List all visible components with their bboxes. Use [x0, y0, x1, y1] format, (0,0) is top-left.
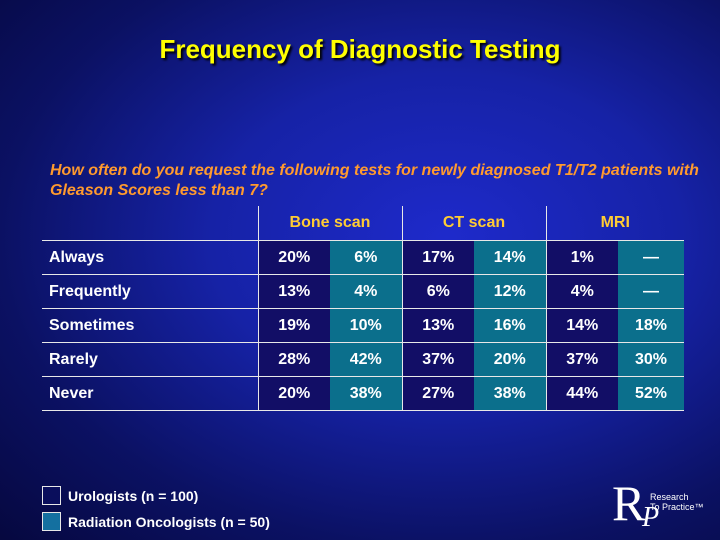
cell-urologists-bone: 13%	[257, 274, 330, 309]
cell-radiation-mri: 52%	[618, 376, 684, 411]
cell-urologists-ct: 17%	[401, 240, 474, 275]
cell-radiation-ct: 14%	[474, 240, 546, 275]
logo-text: Research To Practice™	[650, 492, 704, 512]
legend-radiation: Radiation Oncologists (n = 50)	[42, 512, 270, 531]
legend-urologists: Urologists (n = 100)	[42, 486, 198, 505]
header-bone-scan: Bone scan	[257, 206, 402, 241]
cell-urologists-mri: 37%	[545, 342, 618, 377]
row-label: Sometimes	[42, 308, 258, 343]
cell-radiation-mri: —	[618, 240, 684, 275]
cell-urologists-bone: 19%	[257, 308, 330, 343]
logo-text-line2: To Practice™	[650, 502, 704, 512]
cell-radiation-ct: 12%	[474, 274, 546, 309]
logo-letter-p: P	[642, 502, 660, 533]
cell-urologists-bone: 20%	[257, 376, 330, 411]
legend-label-urologists: Urologists (n = 100)	[68, 487, 199, 504]
legend-swatch-urologists	[42, 486, 61, 505]
cell-urologists-mri: 44%	[545, 376, 618, 411]
table-row: Always 20% 6% 17% 14% 1% —	[42, 240, 684, 275]
row-label: Frequently	[42, 274, 258, 309]
cell-urologists-ct: 37%	[401, 342, 474, 377]
row-label: Always	[42, 240, 258, 275]
cell-urologists-mri: 4%	[545, 274, 618, 309]
legend-swatch-radiation	[42, 512, 61, 531]
survey-question: How often do you request the following t…	[50, 162, 699, 199]
cell-urologists-bone: 20%	[257, 240, 330, 275]
cell-radiation-bone: 10%	[330, 308, 402, 343]
cell-radiation-ct: 16%	[474, 308, 546, 343]
cell-urologists-ct: 13%	[401, 308, 474, 343]
table-row: Rarely 28% 42% 37% 20% 37% 30%	[42, 342, 684, 377]
cell-urologists-mri: 14%	[545, 308, 618, 343]
header-mri: MRI	[545, 206, 684, 241]
cell-radiation-bone: 38%	[330, 376, 402, 411]
header-blank	[42, 206, 258, 241]
frequency-table: Bone scan CT scan MRI Always 20% 6% 17% …	[42, 206, 684, 411]
cell-radiation-mri: 30%	[618, 342, 684, 377]
cell-urologists-mri: 1%	[545, 240, 618, 275]
cell-urologists-ct: 6%	[401, 274, 474, 309]
legend-label-radiation: Radiation Oncologists (n = 50)	[68, 513, 270, 530]
rtp-logo: R P Research To Practice™	[612, 475, 712, 533]
cell-radiation-ct: 38%	[474, 376, 546, 411]
cell-radiation-mri: —	[618, 274, 684, 309]
cell-urologists-bone: 28%	[257, 342, 330, 377]
cell-radiation-bone: 6%	[330, 240, 402, 275]
logo-text-line1: Research	[650, 492, 689, 502]
table-row: Sometimes 19% 10% 13% 16% 14% 18%	[42, 308, 684, 343]
header-ct-scan: CT scan	[401, 206, 546, 241]
row-label: Rarely	[42, 342, 258, 377]
cell-radiation-bone: 42%	[330, 342, 402, 377]
table-row: Frequently 13% 4% 6% 12% 4% —	[42, 274, 684, 309]
cell-radiation-ct: 20%	[474, 342, 546, 377]
logo-letter-r: R	[612, 475, 646, 531]
cell-radiation-bone: 4%	[330, 274, 402, 309]
cell-radiation-mri: 18%	[618, 308, 684, 343]
table-header-row: Bone scan CT scan MRI	[42, 206, 684, 241]
row-label: Never	[42, 376, 258, 411]
table-row: Never 20% 38% 27% 38% 44% 52%	[42, 376, 684, 411]
cell-urologists-ct: 27%	[401, 376, 474, 411]
slide-title: Frequency of Diagnostic Testing	[159, 34, 561, 64]
